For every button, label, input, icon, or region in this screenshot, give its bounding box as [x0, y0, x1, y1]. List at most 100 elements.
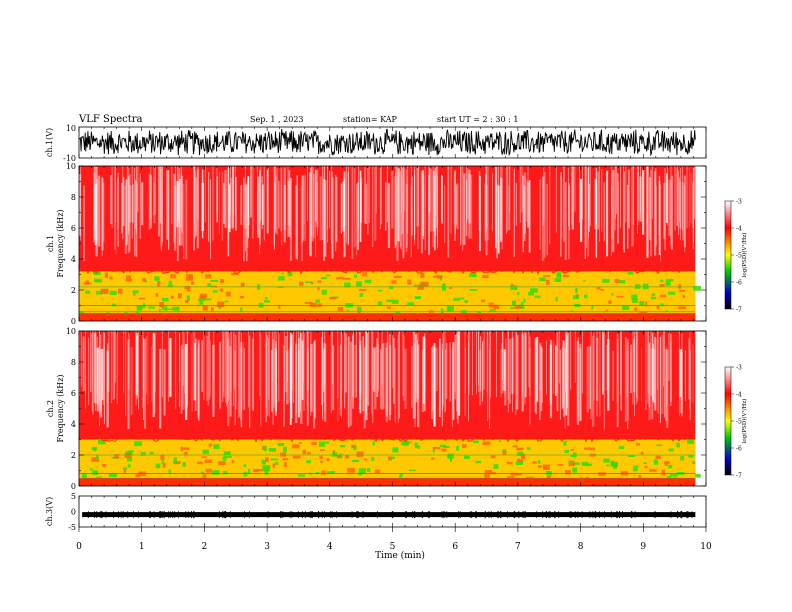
spectrogram-streak	[500, 177, 503, 242]
band-texture	[224, 300, 229, 303]
spectrogram-streak	[319, 176, 322, 241]
spectrogram-streak	[232, 166, 234, 230]
spectrogram-streak	[509, 166, 511, 230]
spectrogram-streak	[306, 347, 309, 426]
band-texture	[441, 448, 447, 452]
spectrogram-streak	[524, 331, 526, 405]
spectrogram-streak	[654, 336, 657, 411]
band-texture	[611, 293, 614, 296]
band-texture	[688, 454, 694, 458]
spectrogram-streak	[134, 167, 136, 257]
spectrogram-streak	[323, 166, 325, 243]
band-texture	[283, 462, 287, 467]
spectrogram-streak	[309, 172, 312, 256]
spectrogram-streak	[401, 167, 404, 235]
band-texture	[387, 306, 391, 309]
band-texture	[596, 286, 601, 290]
band-texture	[268, 448, 276, 452]
spectrogram-streak	[668, 179, 671, 236]
spectrogram-streak	[546, 183, 548, 256]
x-tick-label: 3	[264, 542, 270, 552]
spectrogram-streak	[330, 331, 332, 413]
band-texture	[656, 444, 662, 447]
spectrogram-streak	[144, 338, 146, 429]
spectrogram-streak	[160, 166, 162, 250]
spectrogram-streak	[468, 331, 470, 386]
band-texture	[185, 300, 189, 303]
spectrogram-streak	[607, 331, 609, 411]
spectrogram-streak	[478, 331, 479, 386]
band-texture	[448, 306, 451, 312]
spectrogram-streak	[314, 339, 316, 419]
spectrogram-streak	[141, 182, 144, 226]
spectrogram-streak	[635, 331, 637, 405]
band-texture	[325, 441, 330, 444]
band-texture	[359, 293, 364, 297]
band-texture	[510, 472, 518, 476]
y-axis-label-frequency: Frequency (kHz)	[56, 374, 65, 442]
band-texture	[184, 285, 191, 289]
spectrogram-streak	[616, 338, 619, 427]
band-texture	[547, 476, 551, 479]
spectrogram-streak	[631, 166, 633, 247]
band-texture	[679, 289, 686, 292]
spectrogram-streak	[450, 166, 452, 234]
spectrogram-streak	[500, 166, 502, 237]
band-texture	[362, 272, 368, 277]
band-texture	[431, 457, 435, 460]
spectrogram-streak	[321, 337, 323, 405]
spectrogram-streak	[103, 331, 105, 424]
band-texture	[676, 442, 680, 448]
spectrogram-streak	[95, 331, 96, 411]
spectrogram-streak	[322, 166, 323, 240]
band-texture	[605, 309, 608, 312]
band-texture	[481, 299, 486, 303]
band-texture	[262, 465, 271, 469]
spectrogram-streak	[437, 166, 438, 245]
spectrogram-streak	[558, 331, 560, 384]
band-texture	[490, 472, 496, 475]
band-texture	[443, 446, 450, 448]
spectrogram-streak	[229, 184, 231, 233]
spectrogram-streak	[289, 178, 291, 238]
spectrogram-streak	[445, 349, 446, 412]
spectrogram-streak	[455, 184, 457, 226]
spectrogram-streak	[434, 167, 437, 236]
spectrogram-streak	[330, 166, 332, 244]
spectrogram-streak	[512, 331, 513, 413]
spectrogram-streak	[183, 332, 185, 410]
band-texture	[287, 271, 293, 277]
spectrogram-streak	[627, 342, 629, 430]
spectrogram-streak	[317, 182, 318, 236]
band-texture	[161, 459, 164, 465]
spectrogram-streak	[679, 177, 681, 223]
spectrogram-streak	[414, 169, 415, 240]
spectrogram-streak	[371, 331, 373, 414]
spectrogram-streak	[679, 166, 681, 241]
spectrogram-streak	[358, 166, 359, 229]
spectrogram-streak	[301, 176, 303, 243]
spectrogram-streak	[374, 166, 377, 241]
spectrogram-streak	[417, 344, 420, 428]
y-axis-label-channel: ch.1	[46, 235, 55, 252]
band-texture	[299, 281, 304, 286]
spectrogram-streak	[221, 171, 224, 241]
spectrogram-streak	[291, 334, 293, 419]
band-yellow	[79, 439, 696, 479]
band-texture	[391, 280, 397, 284]
band-texture	[94, 278, 103, 283]
spectrogram-streak	[110, 175, 113, 224]
spectrogram-streak	[464, 331, 466, 416]
spectrogram-streak	[139, 173, 141, 239]
y-axis-label-frequency: Frequency (kHz)	[56, 209, 65, 277]
band-texture	[603, 458, 610, 463]
spectrogram-streak	[197, 339, 200, 416]
spectrogram-streak	[235, 177, 237, 231]
band-texture	[554, 278, 562, 282]
spectrogram-streak	[323, 348, 325, 392]
band-texture	[264, 469, 269, 475]
band-texture	[319, 441, 326, 447]
spectrogram-streak	[147, 331, 149, 405]
spectrogram-streak	[233, 331, 235, 390]
spectrogram-streak	[584, 166, 586, 259]
